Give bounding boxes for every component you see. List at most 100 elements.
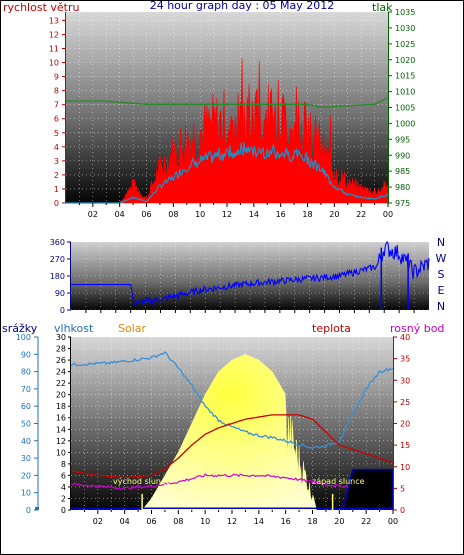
x-tick-label: 08 (173, 517, 183, 526)
rain-tick-label: 60 (21, 402, 31, 411)
y-left-tick-label: 5 (54, 129, 59, 138)
sunset-label: západ slunce (312, 477, 365, 486)
x-tick-label: 10 (195, 210, 205, 219)
wind-direction-line (71, 241, 430, 306)
rain-tick-label: 10 (21, 489, 31, 498)
x-tick-label: 14 (249, 210, 259, 219)
humidity-tick-label: 22 (56, 379, 66, 388)
dewpoint-line (70, 473, 394, 490)
humidity-tick-label: 6 (61, 471, 66, 480)
y-right-tick-label: 1000 (395, 119, 415, 128)
y-left-tick-label: 13 (49, 16, 59, 25)
temperature-tick-label: 5 (400, 484, 405, 493)
y-right-tick-label: 995 (395, 135, 410, 144)
compass-label: E (438, 284, 445, 297)
rain-tick-label: 90 (21, 350, 31, 359)
x-tick-label: 22 (356, 210, 366, 219)
dewpoint-label: rosný bod (390, 322, 444, 335)
direction-panel-axes: 0 90 180 270 360 (50, 238, 415, 315)
y-right-tick-label: 1025 (395, 40, 415, 49)
wind-speed-label: rychlost větru (3, 1, 79, 14)
compass-label: N (437, 236, 445, 249)
y-left-tick-label: 11 (49, 45, 59, 54)
y-left-tick-label: 4 (54, 143, 59, 152)
y-right-tick-label: 1035 (395, 8, 415, 17)
y-left-tick-label: 12 (49, 30, 59, 39)
humidity-tick-label: 4 (61, 483, 66, 492)
x-tick-label: 10 (200, 517, 210, 526)
rain-tick-label: 30 (21, 454, 31, 463)
wind-panel-marks (66, 58, 389, 204)
x-tick-label: 06 (141, 210, 151, 219)
sunrise-label: východ slunce (113, 477, 170, 486)
rain-tick-label: 50 (21, 420, 31, 429)
rain-trace (342, 468, 394, 510)
humidity-panel-marks (70, 351, 394, 511)
y-right-tick-label: 990 (395, 151, 410, 160)
y-right-tick-label: 975 (395, 199, 410, 208)
y-right-tick-label: 1020 (395, 56, 415, 65)
humidity-tick-label: 0 (61, 506, 66, 515)
x-tick-label: 12 (227, 517, 237, 526)
x-tick-label: 02 (88, 210, 98, 219)
y-tick-label: 90 (55, 289, 65, 298)
y-tick-label: 0 (60, 306, 65, 315)
y-tick-label: 270 (50, 255, 65, 264)
y-right-tick-label: 1030 (395, 24, 415, 33)
rain-tick-label: 70 (21, 385, 31, 394)
y-right-tick-label: 1015 (395, 72, 415, 81)
rain-tick-label: 0 (26, 506, 31, 515)
rain-tick-label: 100 (16, 333, 31, 342)
pressure-line (66, 97, 389, 109)
temperature-label: teplota (312, 322, 351, 335)
rain-bar (35, 507, 39, 510)
temperature-tick-label: 25 (400, 398, 410, 407)
y-tick-label: 360 (50, 238, 65, 247)
compass-label: W (436, 252, 447, 265)
compass-label: S (438, 268, 445, 281)
y-left-tick-label: 10 (49, 59, 59, 68)
rain-label: srážky (2, 322, 38, 335)
temperature-tick-label: 20 (400, 420, 410, 429)
humidity-tick-label: 26 (56, 356, 66, 365)
rain-tick-label: 20 (21, 471, 31, 480)
x-tick-label: 00 (388, 517, 398, 526)
humidity-tick-label: 10 (56, 448, 66, 457)
solar-area (141, 354, 317, 511)
humidity-tick-label: 12 (56, 437, 66, 446)
y-right-tick-label: 1010 (395, 88, 415, 97)
humidity-tick-label: 8 (61, 460, 66, 469)
humidity-tick-label: 16 (56, 414, 66, 423)
x-tick-label: 22 (361, 517, 371, 526)
rain-tick-label: 80 (21, 368, 31, 377)
temperature-line (70, 414, 394, 479)
humidity-tick-label: 20 (56, 391, 66, 400)
y-tick-label: 180 (50, 272, 65, 281)
humidity-tick-label: 14 (56, 425, 66, 434)
y-left-tick-label: 2 (54, 171, 59, 180)
y-right-tick-label: 985 (395, 167, 410, 176)
x-tick-label: 20 (329, 210, 339, 219)
humidity-tick-label: 28 (56, 345, 66, 354)
compass-label: N (437, 300, 445, 313)
chart-title: 24 hour graph day : 05 May 2012 (150, 0, 335, 12)
temperature-tick-label: 35 (400, 355, 410, 364)
y-left-tick-label: 8 (54, 87, 59, 96)
x-tick-label: 04 (115, 210, 125, 219)
y-left-tick-label: 0 (54, 199, 59, 208)
x-tick-label: 06 (146, 517, 156, 526)
x-tick-label: 18 (302, 210, 312, 219)
temperature-tick-label: 15 (400, 441, 410, 450)
temperature-tick-label: 30 (400, 376, 410, 385)
x-tick-label: 12 (222, 210, 232, 219)
humidity-tick-label: 30 (56, 333, 66, 342)
y-right-tick-label: 1005 (395, 104, 415, 113)
y-left-tick-label: 6 (54, 115, 59, 124)
humidity-tick-label: 24 (56, 368, 66, 377)
y-left-tick-label: 1 (54, 185, 59, 194)
solar-label: Solar (118, 322, 147, 335)
temperature-tick-label: 0 (400, 506, 405, 515)
x-tick-label: 04 (120, 517, 130, 526)
x-tick-label: 20 (334, 517, 344, 526)
